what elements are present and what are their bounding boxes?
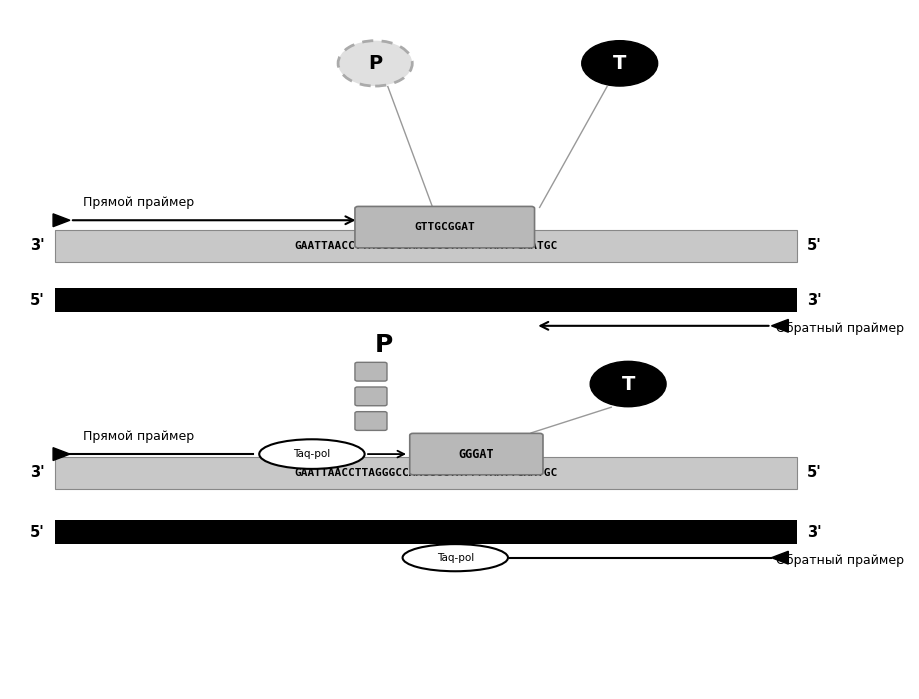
Polygon shape bbox=[771, 319, 789, 332]
Text: T: T bbox=[621, 375, 635, 394]
Text: 3': 3' bbox=[807, 524, 822, 540]
FancyBboxPatch shape bbox=[410, 433, 543, 475]
FancyBboxPatch shape bbox=[355, 387, 387, 405]
Bar bbox=[55, 457, 797, 489]
Polygon shape bbox=[771, 552, 789, 564]
Text: GAATTAACCTTAGGGCCAAGGCCTATTTTAATTCAATGC: GAATTAACCTTAGGGCCAAGGCCTATTTTAATTCAATGC bbox=[294, 241, 558, 251]
Text: P: P bbox=[374, 333, 392, 356]
Text: Прямой праймер: Прямой праймер bbox=[83, 430, 194, 443]
FancyBboxPatch shape bbox=[355, 206, 535, 248]
FancyBboxPatch shape bbox=[355, 412, 387, 431]
Bar bbox=[55, 457, 797, 489]
Bar bbox=[55, 230, 797, 261]
Text: Обратный праймер: Обратный праймер bbox=[776, 554, 903, 567]
Ellipse shape bbox=[338, 41, 413, 86]
Ellipse shape bbox=[259, 439, 365, 469]
Text: GGGAT: GGGAT bbox=[459, 447, 494, 461]
Text: T: T bbox=[613, 54, 627, 73]
Text: 3': 3' bbox=[807, 293, 822, 308]
Text: 3': 3' bbox=[30, 238, 45, 254]
Text: 5': 5' bbox=[807, 466, 822, 480]
Text: Прямой праймер: Прямой праймер bbox=[83, 196, 194, 210]
Text: 5': 5' bbox=[807, 238, 822, 254]
Text: Обратный праймер: Обратный праймер bbox=[776, 322, 903, 335]
Text: 5': 5' bbox=[30, 293, 45, 308]
Ellipse shape bbox=[582, 41, 658, 86]
Bar bbox=[55, 288, 797, 312]
Text: Taq-pol: Taq-pol bbox=[437, 553, 474, 563]
Polygon shape bbox=[53, 447, 70, 461]
Bar bbox=[55, 230, 797, 261]
Ellipse shape bbox=[590, 361, 666, 407]
Polygon shape bbox=[53, 214, 70, 226]
FancyBboxPatch shape bbox=[355, 362, 387, 381]
Text: GAATTAACCTTAGGGCCAAGGCCTATTTTAATTCAATGC: GAATTAACCTTAGGGCCAAGGCCTATTTTAATTCAATGC bbox=[294, 468, 558, 478]
Text: P: P bbox=[369, 54, 382, 73]
Bar bbox=[55, 520, 797, 544]
Text: Taq-pol: Taq-pol bbox=[293, 449, 331, 459]
Text: GTTGCGGAT: GTTGCGGAT bbox=[414, 222, 475, 232]
Text: 3': 3' bbox=[30, 466, 45, 480]
Text: 5': 5' bbox=[30, 524, 45, 540]
Ellipse shape bbox=[403, 544, 508, 571]
